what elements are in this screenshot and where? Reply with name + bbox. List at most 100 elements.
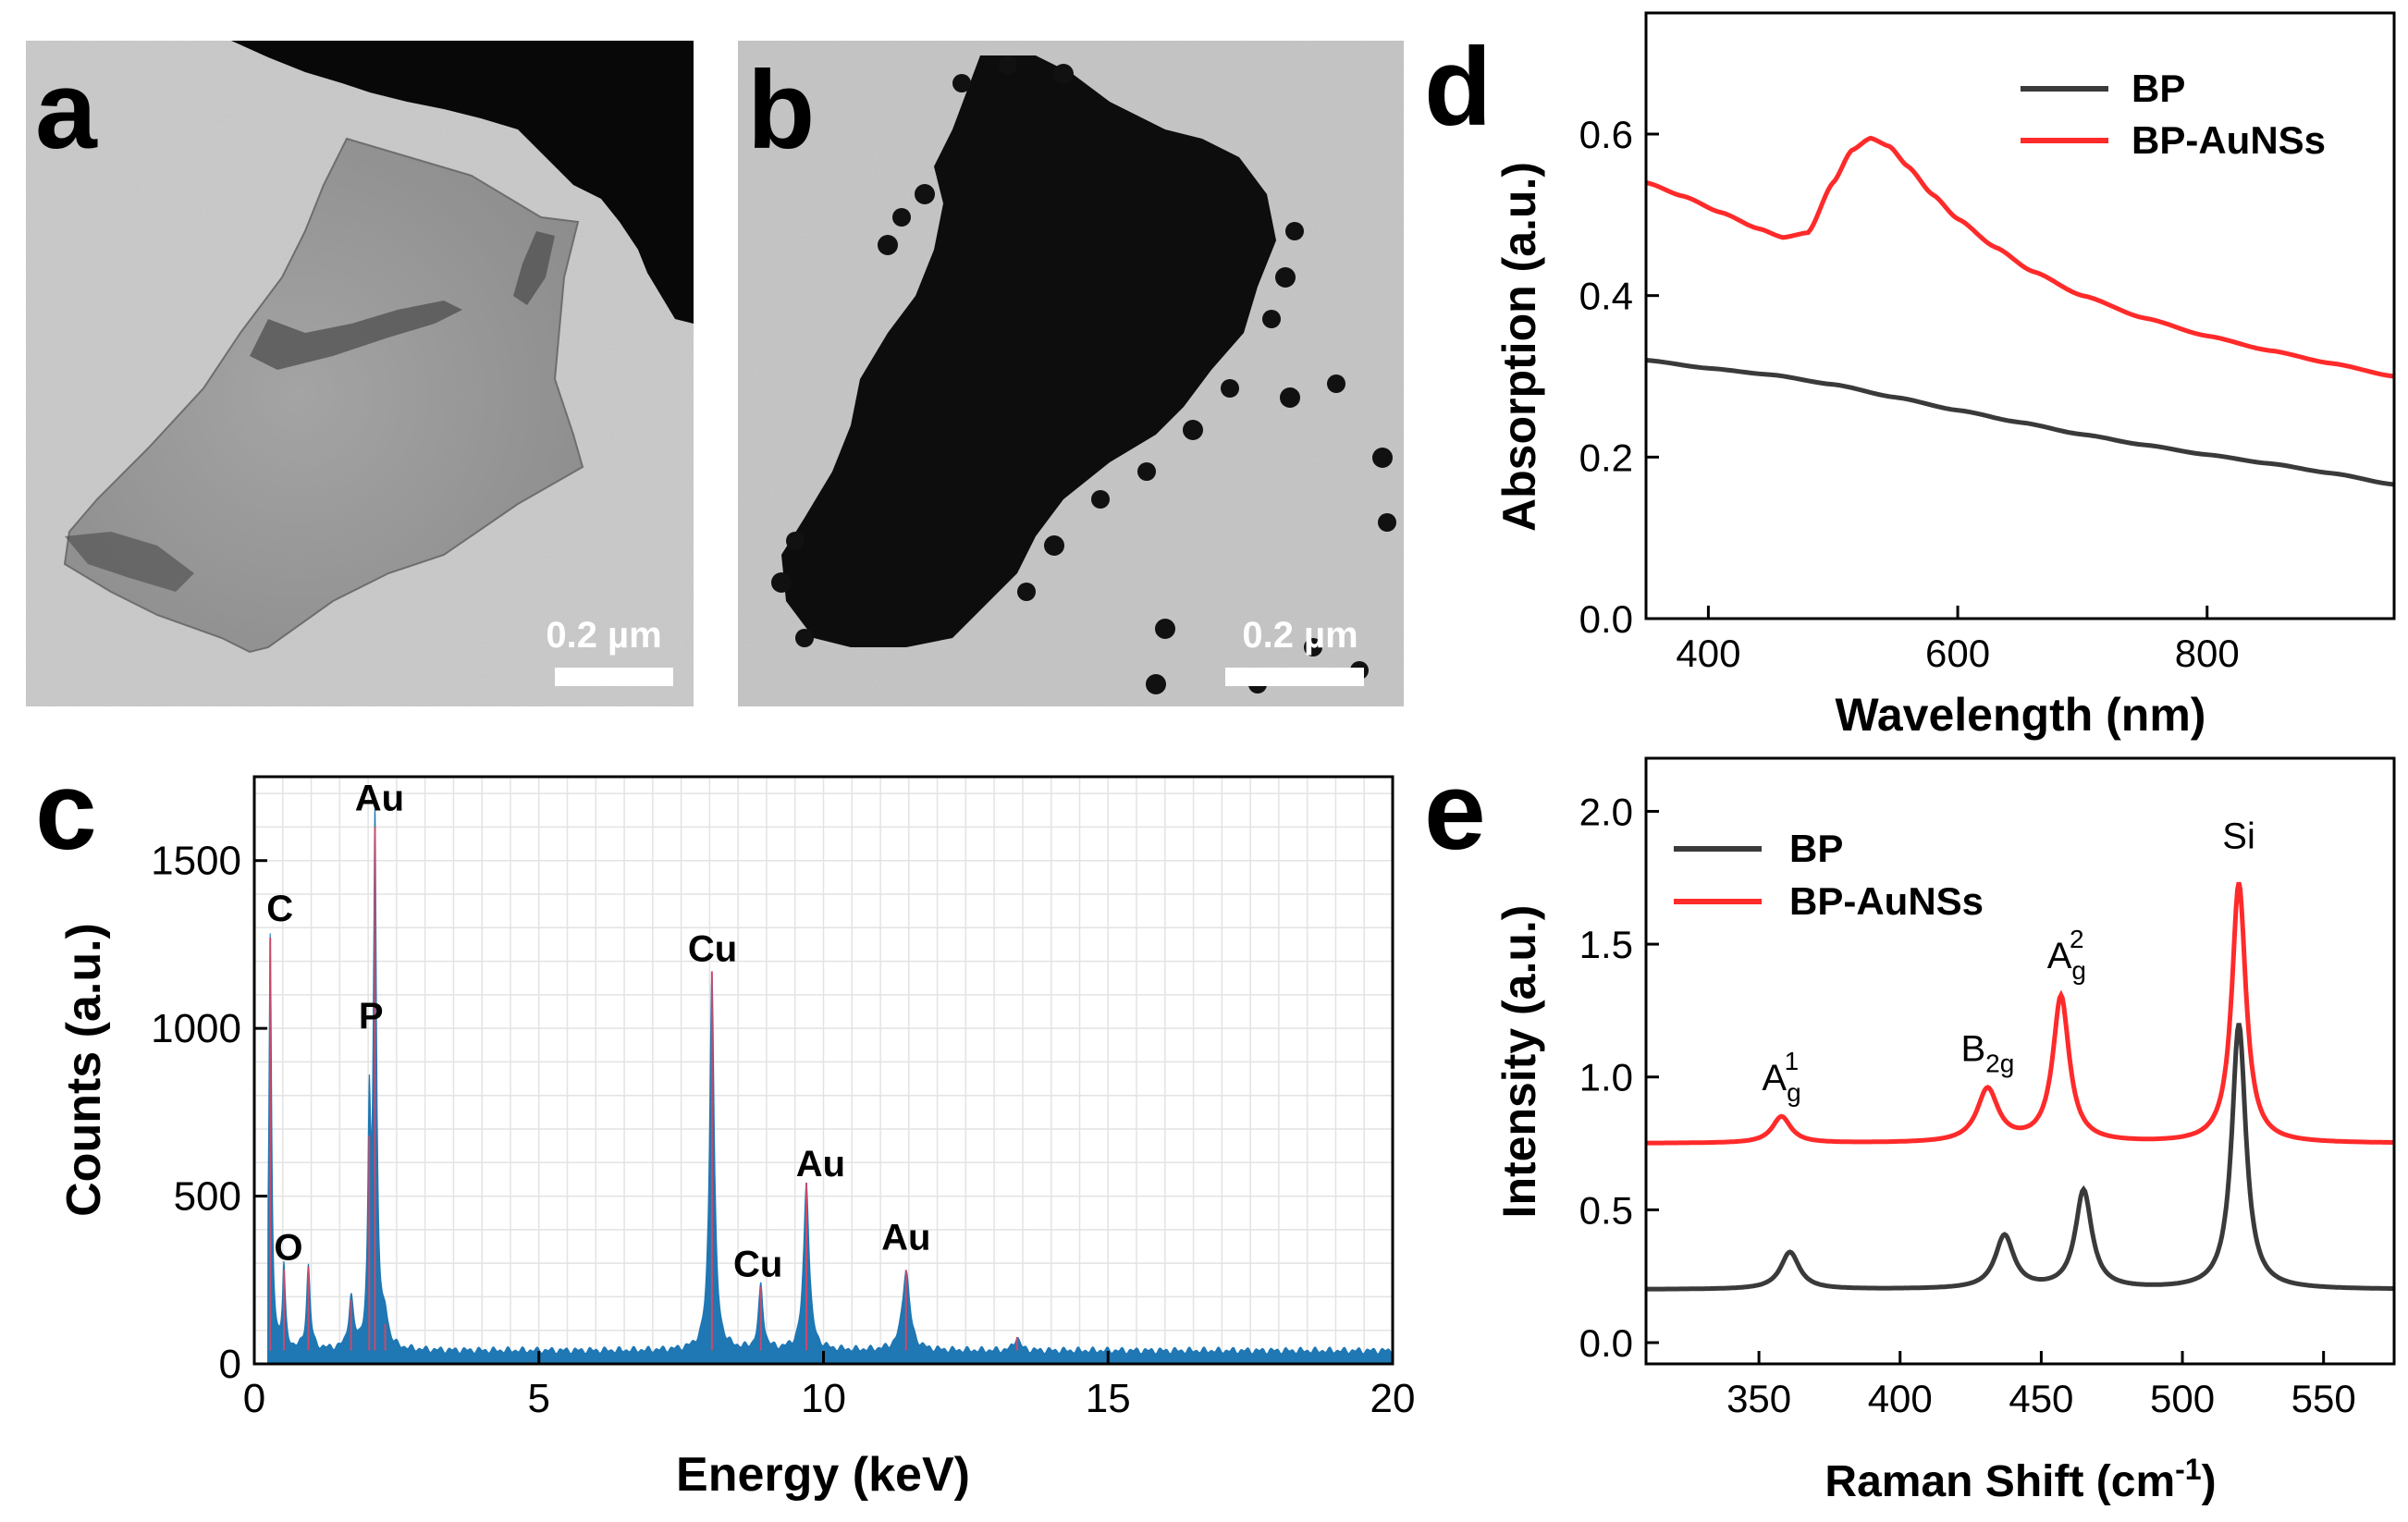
d-ylabel: Absorption (a.u.) — [1493, 162, 1545, 532]
d-legend-label-bp: BP — [2132, 67, 2185, 110]
e-annotation-3: Si — [2222, 816, 2255, 857]
c-xtick-label-2: 10 — [801, 1376, 846, 1421]
e-annotation-0: Ag 1 — [1762, 1047, 1800, 1107]
d-series-1 — [1645, 135, 2395, 379]
e-annotation-main-2: A — [2047, 936, 2072, 976]
panel-a-label: a — [35, 48, 98, 172]
e-ytick-label-2: 1.0 — [1579, 1056, 1633, 1099]
d-ticks: 400 600 800 0.0 0.2 0.4 0.6 — [1579, 113, 2240, 675]
e-annotations: Ag 1 B2g Ag 2 Si — [1762, 816, 2254, 1107]
e-xtick-label-2: 450 — [2009, 1377, 2073, 1420]
d-axes-frame — [1644, 11, 2396, 620]
e-ytick-label-1: 0.5 — [1579, 1188, 1633, 1232]
e-annotation-sub-2: g — [2071, 956, 2086, 985]
e-plot-area — [1646, 881, 2394, 1292]
tem-a-fold-3 — [65, 532, 194, 592]
panel-c-label: c — [35, 749, 97, 873]
c-ytick-label-2: 1000 — [151, 1006, 241, 1051]
e-ticks: 350 400 450 500 550 0.0 0.5 1.0 1.5 2.0 — [1579, 790, 2356, 1420]
tem-a-fold-1 — [250, 301, 462, 370]
c-xlabel: Energy (keV) — [676, 1448, 970, 1502]
e-ylabel: Intensity (a.u.) — [1493, 905, 1545, 1219]
d-ytick-label-3: 0.6 — [1579, 113, 1633, 156]
panel-a: a 0.2 µm — [26, 41, 694, 706]
c-annotation-0: C — [266, 889, 293, 929]
panel-b: b 0.2 µm — [738, 41, 1404, 706]
e-legend-label-bpau: BP-AuNSs — [1789, 879, 1984, 923]
d-xtick-label-0: 400 — [1676, 632, 1740, 675]
c-xtick-label-3: 15 — [1086, 1376, 1131, 1421]
e-annotation-main-3: Si — [2222, 816, 2255, 857]
c-annotation-2: Au — [355, 778, 404, 818]
c-xtick-label-4: 20 — [1370, 1376, 1416, 1421]
d-legend-label-bpau: BP-AuNSs — [2132, 118, 2326, 162]
c-ticks: 0 5 10 15 20 0 500 1000 1500 — [151, 839, 1415, 1421]
e-xlabel-end: ) — [2202, 1457, 2217, 1506]
e-annotation-1: B2g — [1960, 1029, 2014, 1078]
panel-b-label: b — [747, 48, 815, 172]
e-series-0 — [1646, 1023, 2394, 1292]
c-plot-area — [265, 805, 1394, 1365]
panel-a-scale-text: 0.2 µm — [546, 615, 661, 656]
e-annotation-sub-1: 2g — [1985, 1049, 2014, 1078]
c-annotation-6: Au — [796, 1144, 845, 1184]
d-legend: BP BP-AuNSs — [2021, 67, 2326, 162]
e-xlabel-sup: -1 — [2175, 1453, 2201, 1486]
c-annotation-4: Cu — [688, 929, 737, 970]
c-ytick-label-3: 1500 — [151, 839, 241, 884]
e-series-1 — [1646, 881, 2394, 1146]
c-annotation-3: P — [359, 996, 384, 1037]
d-ytick-label-0: 0.0 — [1579, 597, 1633, 641]
e-legend: BP BP-AuNSs — [1674, 827, 1984, 923]
e-xtick-label-0: 350 — [1726, 1377, 1791, 1420]
e-annotation-sub-0: g — [1787, 1078, 1801, 1107]
e-ytick-label-0: 0.0 — [1579, 1321, 1633, 1365]
c-spectrum-area — [265, 805, 1394, 1365]
d-ytick-label-2: 0.4 — [1579, 275, 1633, 318]
e-ytick-label-3: 1.5 — [1579, 923, 1633, 966]
c-xtick-label-1: 5 — [528, 1376, 550, 1421]
panel-d: d 400 600 800 0.0 0.2 0.4 0.6 BP BP-AuNSs Wave… — [1424, 11, 2396, 741]
tem-a-fold-2 — [513, 231, 555, 305]
d-xtick-label-1: 600 — [1925, 632, 1990, 675]
c-annotation-1: O — [274, 1228, 302, 1269]
c-ytick-label-1: 500 — [174, 1174, 241, 1220]
d-ytick-label-1: 0.2 — [1579, 436, 1633, 479]
panel-c: c 0 5 10 15 20 0 500 1000 1500 C O Au P Cu Cu Au Au Ene… — [35, 749, 1415, 1502]
e-annotation-main-1: B — [1960, 1029, 1985, 1070]
tem-a-flake — [63, 137, 584, 654]
d-series-0 — [1645, 358, 2395, 487]
d-xlabel: Wavelength (nm) — [1836, 689, 2206, 741]
e-legend-label-bp: BP — [1789, 827, 1843, 870]
e-xlabel-main: Raman Shift (cm — [1824, 1457, 2175, 1506]
e-ytick-label-4: 2.0 — [1579, 790, 1633, 833]
c-annotation-7: Au — [881, 1218, 930, 1258]
panel-e-label: e — [1424, 749, 1486, 873]
e-annotation-2: Ag 2 — [2047, 925, 2086, 985]
c-annotations: C O Au P Cu Cu Au Au — [266, 778, 930, 1284]
c-xtick-label-0: 0 — [243, 1376, 265, 1421]
e-xtick-label-4: 550 — [2291, 1377, 2356, 1420]
tem-a-dark-corner — [231, 41, 694, 324]
panel-b-scale-bar — [1225, 668, 1364, 686]
e-xtick-label-1: 400 — [1868, 1377, 1933, 1420]
e-annotation-main-0: A — [1762, 1058, 1787, 1099]
panel-b-scale-text: 0.2 µm — [1242, 615, 1358, 656]
panel-a-scale-bar — [555, 668, 673, 686]
e-annotation-sup-0: 1 — [1785, 1047, 1800, 1075]
panel-d-label: d — [1424, 25, 1492, 149]
c-ylabel: Counts (a.u.) — [57, 923, 111, 1217]
c-annotation-5: Cu — [733, 1245, 782, 1285]
tem-b-nanoparticle-cluster — [781, 55, 1276, 647]
c-ytick-label-0: 0 — [219, 1342, 241, 1387]
c-grid — [253, 777, 1394, 1365]
e-xlabel: Raman Shift (cm-1) — [1824, 1453, 2216, 1506]
e-annotation-sup-2: 2 — [2070, 925, 2084, 953]
e-xtick-label-3: 500 — [2150, 1377, 2215, 1420]
d-plot-area — [1645, 135, 2395, 487]
tem-b-particles — [771, 55, 1396, 694]
e-axes-frame — [1644, 756, 2396, 1366]
d-xtick-label-2: 800 — [2175, 632, 2240, 675]
